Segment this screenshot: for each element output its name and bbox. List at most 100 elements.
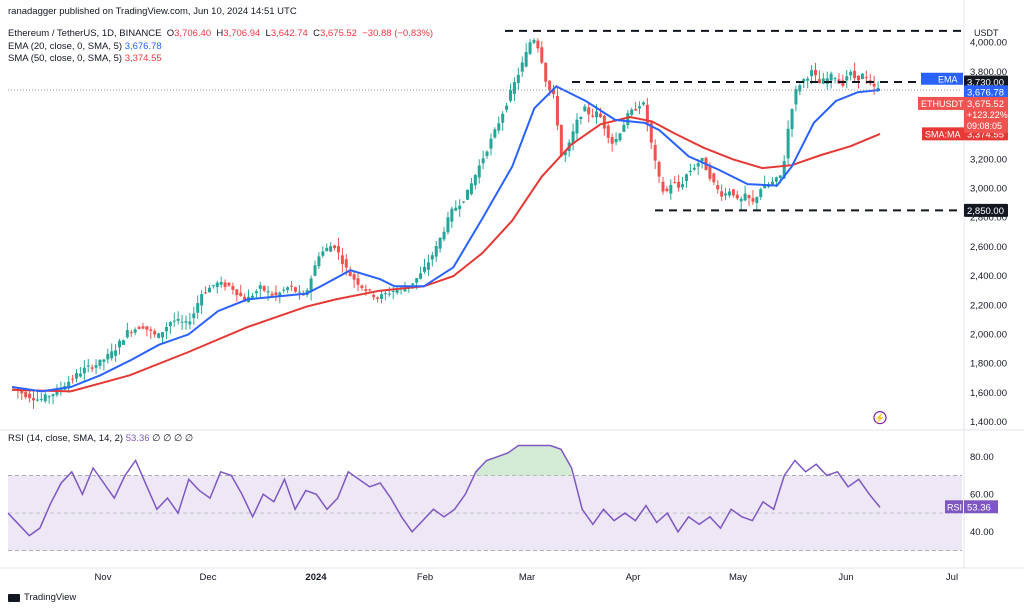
candle-body (712, 173, 716, 183)
candle (180, 314, 184, 330)
ohlc-o: 3,706.40 (174, 28, 212, 39)
candle (262, 285, 266, 293)
candle (43, 390, 47, 404)
candle-body (630, 109, 634, 115)
candle-body (817, 79, 821, 84)
candle (32, 389, 36, 409)
sma-name-tag-bg (922, 127, 964, 141)
rsi-name-tag: RSI (947, 502, 962, 512)
tag-2850-bg (964, 203, 1008, 217)
candle-body (235, 289, 239, 296)
candle (798, 83, 802, 96)
candle (790, 108, 794, 138)
candle-body (368, 289, 372, 291)
tradingview-brand: TradingView (24, 592, 77, 603)
candle (747, 194, 751, 206)
rsi-legend-label: RSI (14, close, SMA, 14, 2) (8, 433, 124, 444)
candle-body (782, 161, 786, 179)
candle (106, 348, 110, 364)
candle-body (376, 297, 380, 299)
candle (853, 62, 857, 84)
candle (309, 275, 313, 301)
price-tick-label: 1,600.00 (970, 388, 1007, 399)
tag-3730: 3,730.00 (967, 77, 1004, 88)
candle-body (372, 294, 376, 298)
candle-body (39, 398, 43, 400)
price-tick-label: 3,200.00 (970, 154, 1007, 165)
price-tick-label: 1,400.00 (970, 417, 1007, 428)
price-tick-label: 2,600.00 (970, 242, 1007, 253)
rsi-tick-label: 40.00 (970, 527, 994, 538)
candle-body (552, 88, 556, 95)
last-price-value: 3,675.52 (967, 99, 1004, 110)
candle-body (645, 104, 649, 125)
candle-body (200, 294, 204, 306)
candle (626, 110, 630, 129)
candle (524, 43, 528, 68)
candle-body (239, 292, 243, 296)
candle (469, 177, 473, 196)
price-tick-label: 3,800.00 (970, 67, 1007, 78)
candle (372, 293, 376, 301)
candle-body (262, 286, 266, 291)
candle-body (293, 287, 297, 292)
candle (90, 364, 94, 372)
candle-body (321, 251, 325, 256)
candle-body (51, 394, 55, 397)
candle (720, 184, 724, 201)
candle (376, 296, 380, 303)
ohlc-change: −30.88 (−0.83%) (362, 28, 434, 39)
time-tick-label: May (729, 572, 747, 583)
candle (724, 187, 728, 201)
candle-body (434, 245, 438, 257)
candle-body (759, 189, 763, 198)
candle-body (681, 184, 685, 188)
candle-body (364, 289, 368, 292)
candle (63, 382, 67, 391)
candle-body (67, 381, 71, 388)
candle (458, 199, 462, 217)
candle (821, 72, 825, 85)
rsi-legend[interactable]: RSI (14, close, SMA, 14, 2) 53.36 ∅ ∅ ∅ … (8, 433, 193, 444)
candle-body (352, 274, 356, 280)
candle-body (207, 287, 211, 293)
candle (583, 104, 587, 112)
candle (493, 127, 497, 139)
candle (207, 285, 211, 293)
candle (544, 62, 548, 87)
candle (473, 174, 477, 190)
candle-body (395, 289, 399, 293)
candle-body (806, 78, 810, 81)
candle-body (591, 115, 595, 117)
ema-legend[interactable]: EMA (20, close, 0, SMA, 5) 3,676.78 (8, 41, 162, 52)
candle (67, 375, 71, 393)
candle-body (684, 174, 688, 182)
time-tick-label: Jul (946, 572, 958, 583)
ema-legend-label: EMA (20, close, 0, SMA, 5) (8, 41, 123, 52)
symbol-tag: ETHUSDT (921, 99, 964, 109)
sma-legend-label: SMA (50, close, 0, SMA, 5) (8, 53, 123, 64)
candle-body (211, 285, 215, 287)
candle (497, 116, 501, 134)
candle-body (313, 265, 317, 276)
candle (352, 271, 356, 288)
candle (196, 295, 200, 320)
candle-body (473, 174, 477, 186)
candle-body (575, 119, 579, 134)
candle (145, 326, 149, 337)
candle (731, 189, 735, 198)
ohlc-h-label: H (216, 28, 224, 39)
candle (446, 211, 450, 235)
tradingview-logo[interactable]: TradingView (8, 592, 76, 603)
candle (739, 196, 743, 210)
candle-body (841, 80, 845, 86)
candle (860, 72, 864, 80)
candle (231, 282, 235, 295)
candle-body (493, 129, 497, 138)
candle-body (481, 158, 485, 164)
candle (149, 326, 153, 340)
sma-legend[interactable]: SMA (50, close, 0, SMA, 5) 3,374.55 (8, 53, 162, 64)
time-tick-label: Nov (95, 572, 112, 583)
candle (223, 279, 227, 291)
